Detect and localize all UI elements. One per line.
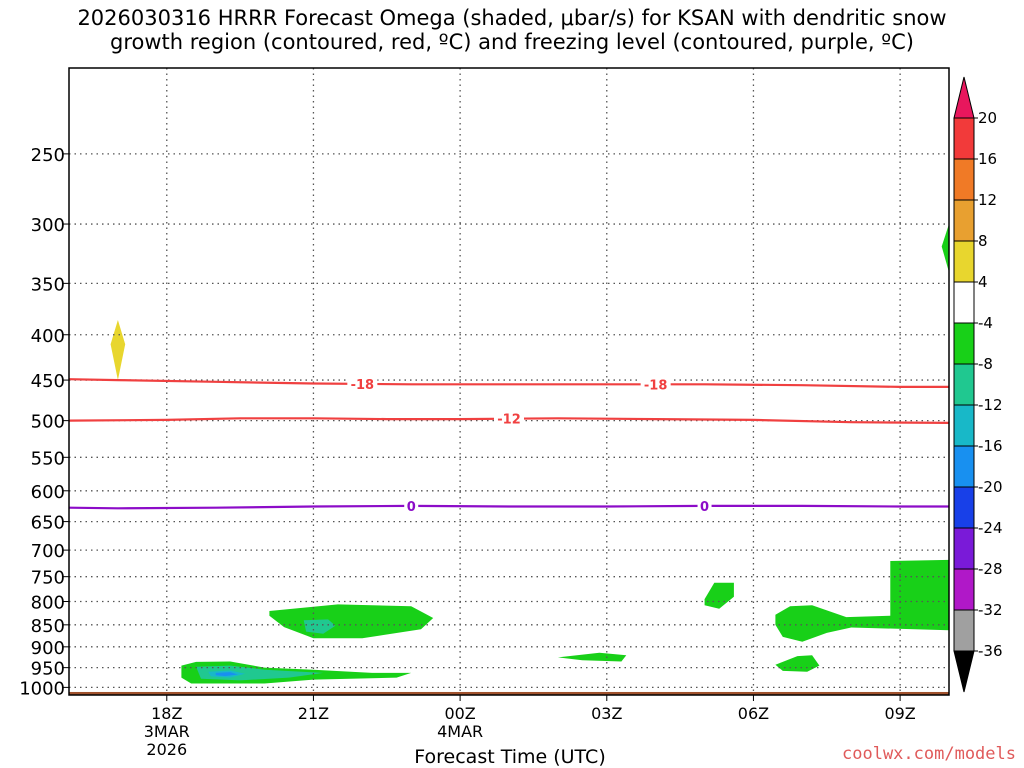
ground-surface — [69, 691, 949, 695]
colorbar-label: -12 — [978, 396, 1003, 414]
colorbar-segment — [953, 199, 975, 242]
colorbar-segment — [953, 568, 975, 611]
y-tick-label: 600 — [31, 482, 65, 503]
plot-frame — [68, 67, 950, 696]
y-tick-label: 850 — [31, 616, 65, 637]
contour-line — [68, 378, 949, 388]
colorbar-segment — [953, 486, 975, 529]
y-tick-label: 450 — [31, 371, 65, 392]
colorbar-segment — [953, 445, 975, 488]
chart-title: 2026030316 HRRR Forecast Omega (shaded, … — [0, 6, 1024, 54]
shaded-regions-layer — [110, 224, 949, 684]
omega-region-7 — [215, 672, 238, 677]
y-tick-label: 750 — [31, 568, 65, 589]
omega-region-10 — [775, 559, 949, 642]
contour-label: 0 — [407, 500, 416, 515]
x-axis-label: Forecast Time (UTC) — [414, 746, 605, 768]
contours-layer: -18 -18 -12 0 0 — [68, 376, 950, 515]
colorbar-segment — [953, 158, 975, 201]
colorbar-segment — [953, 240, 975, 283]
colorbar-segment — [953, 117, 975, 160]
x-tick-label: 00Z — [444, 704, 475, 723]
contour-label-bg — [404, 498, 419, 513]
contour-label-bg — [494, 411, 524, 426]
y-tick-label: 500 — [31, 412, 65, 433]
omega-region-3 — [303, 619, 336, 634]
omega-region-0 — [110, 320, 126, 381]
colorbar-segment — [953, 281, 975, 324]
contour-label: -12 — [497, 413, 521, 428]
x-tick-label: 2026 — [146, 740, 187, 759]
colorbar-label: -24 — [978, 519, 1003, 537]
y-tick-label: 800 — [31, 593, 65, 614]
omega-region-11 — [775, 655, 820, 672]
y-tick-label: 950 — [31, 659, 65, 680]
contour-line — [68, 504, 949, 510]
omega-region-8 — [557, 652, 627, 662]
colorbar-segment — [953, 363, 975, 406]
axes-layer: 2503003504004505005506006507007508008509… — [19, 67, 950, 759]
ground-layer — [69, 691, 949, 695]
y-tick-label: 400 — [31, 326, 65, 347]
colorbar-label: -32 — [978, 601, 1003, 619]
x-tick-label: 06Z — [738, 704, 769, 723]
colorbar-label: 8 — [978, 232, 988, 250]
omega-region-9 — [704, 582, 734, 609]
colorbar-label: -8 — [978, 355, 993, 373]
y-tick-label: 900 — [31, 638, 65, 659]
watermark: coolwx.com/models — [842, 744, 1016, 764]
y-tick-label: 550 — [31, 448, 65, 469]
colorbar-label: 4 — [978, 273, 988, 291]
omega-region-1 — [941, 224, 949, 273]
y-tick-label: 250 — [31, 145, 65, 166]
contour-label-bg — [640, 377, 671, 392]
contour-label: 0 — [700, 500, 709, 515]
colorbar-segment — [953, 322, 975, 365]
x-tick-label: 3MAR — [144, 722, 190, 741]
contour-label-bg — [697, 498, 712, 513]
colorbar-label: -36 — [978, 642, 1003, 660]
y-tick-label: 650 — [31, 513, 65, 534]
y-tick-label: 350 — [31, 274, 65, 295]
colorbar-layer: 20 16 12 8 4 -4 -8 -12 -16 -20 -24 -28 -32 -36 — [953, 76, 1003, 693]
colorbar-segment — [953, 527, 975, 570]
omega-region-2 — [269, 604, 434, 639]
chart-title-line2: growth region (contoured, red, ºC) and f… — [110, 30, 914, 54]
colorbar-label: 12 — [978, 191, 997, 209]
contour-label: -18 — [351, 378, 375, 393]
colorbar-top-triangle — [953, 76, 975, 119]
contour-line — [68, 417, 950, 424]
colorbar-segment — [953, 609, 975, 652]
colorbar-label: 20 — [978, 109, 997, 127]
grid-layer — [69, 68, 949, 695]
colorbar-label: -28 — [978, 560, 1003, 578]
colorbar-label: -4 — [978, 314, 993, 332]
y-tick-label: 700 — [31, 541, 65, 562]
x-tick-label: 21Z — [298, 704, 329, 723]
colorbar-label: -16 — [978, 437, 1003, 455]
colorbar-bottom-triangle — [953, 650, 975, 693]
contour-label: -18 — [644, 378, 668, 393]
colorbar-label: -20 — [978, 478, 1003, 496]
x-tick-label: 09Z — [884, 704, 915, 723]
y-tick-label: 300 — [31, 215, 65, 236]
colorbar-segment — [953, 404, 975, 447]
contour-label-bg — [347, 376, 378, 391]
x-tick-label: 18Z — [151, 704, 182, 723]
y-tick-label: 1000 — [19, 678, 65, 699]
x-tick-label: 03Z — [591, 704, 622, 723]
x-tick-label: 4MAR — [437, 722, 483, 741]
colorbar-label: 16 — [978, 150, 997, 168]
chart-title-line1: 2026030316 HRRR Forecast Omega (shaded, … — [77, 6, 947, 30]
